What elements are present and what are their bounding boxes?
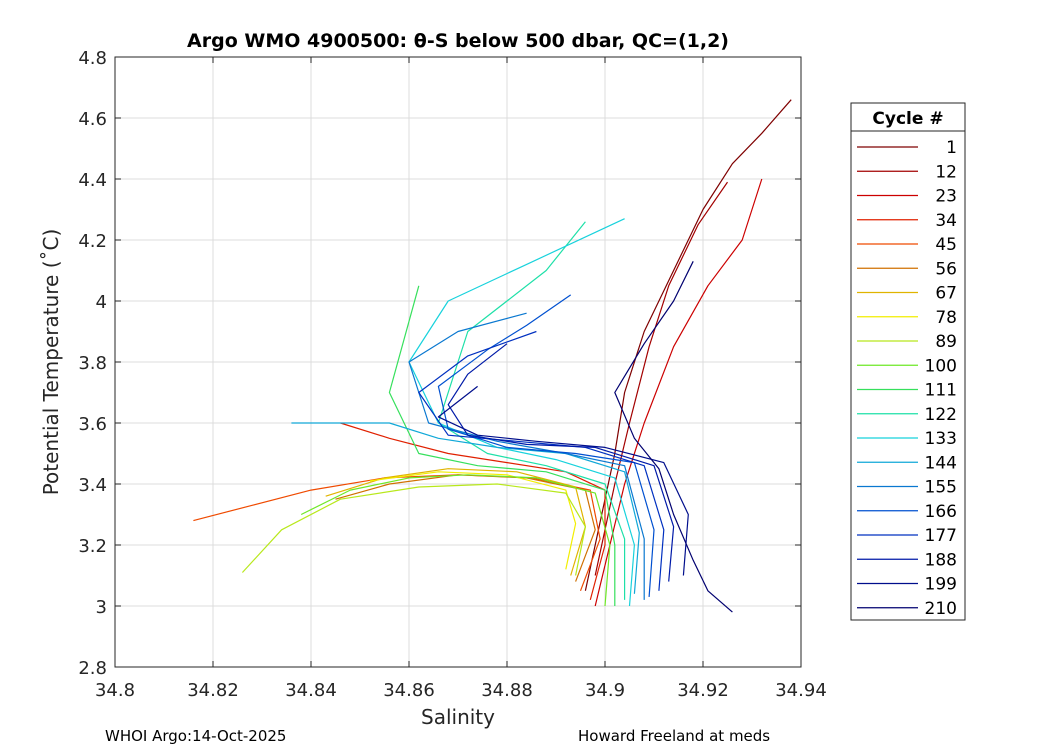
series-line-cycle-144 — [291, 422, 640, 594]
series-line-cycle-100 — [300, 474, 611, 607]
legend-entries: 1 12 23 34 45 56 67 78 89 100 111 122 133 144 155 166 17… — [857, 138, 957, 619]
y-tick-label: 3 — [96, 597, 107, 618]
y-tick-label: 4.6 — [78, 109, 107, 130]
y-tick-label: 3.4 — [78, 475, 107, 496]
y-tick-label: 4 — [96, 292, 107, 313]
series-line-cycle-89 — [241, 483, 587, 576]
legend-label: 67 — [935, 284, 957, 304]
series-line-cycle-177 — [418, 330, 665, 591]
legend-label: 78 — [935, 308, 957, 328]
series-line-cycle-12 — [594, 181, 728, 576]
footer-right: Howard Freeland at meds — [578, 727, 770, 745]
y-tick-label: 3.2 — [78, 536, 107, 557]
x-tick-label: 34.86 — [383, 680, 435, 701]
y-tick-label: 3.8 — [78, 353, 107, 374]
series-line-cycle-199 — [437, 385, 689, 576]
legend-label: 89 — [935, 332, 957, 352]
legend-label: 34 — [935, 211, 957, 231]
legend-label: 111 — [925, 381, 957, 401]
series-line-cycle-78 — [369, 471, 577, 570]
legend-label: 188 — [925, 550, 957, 570]
x-tick-label: 34.92 — [677, 680, 729, 701]
y-tick-label: 4.8 — [78, 48, 107, 69]
series-line-cycle-210 — [614, 261, 733, 613]
x-tick-label: 34.84 — [285, 680, 337, 701]
series-line-cycle-23 — [594, 178, 763, 607]
y-tick-label: 4.4 — [78, 170, 107, 191]
chart-title: Argo WMO 4900500: θ-S below 500 dbar, QC… — [187, 30, 729, 52]
legend-label: 155 — [925, 478, 957, 498]
series-line-cycle-45 — [193, 474, 601, 592]
y-tick-label: 4.2 — [78, 231, 107, 252]
series-line-cycle-111 — [388, 285, 616, 606]
legend-label: 199 — [925, 575, 957, 595]
y-tick-label: 2.8 — [78, 658, 107, 679]
series-line-cycle-56 — [335, 474, 596, 582]
y-tick-label: 3.6 — [78, 414, 107, 435]
series-line-cycle-166 — [437, 294, 655, 597]
x-axis-title: Salinity — [421, 705, 495, 729]
legend-label: 133 — [925, 429, 957, 449]
legend: Cycle # 1 12 23 34 45 56 67 78 89 100 111 122 133 144… — [850, 102, 966, 621]
legend-label: 23 — [935, 187, 957, 207]
legend-label: 210 — [925, 599, 957, 619]
legend-label: 166 — [925, 502, 957, 522]
legend-label: 122 — [925, 405, 957, 425]
y-axis-title: Potential Temperature (˚C) — [39, 229, 63, 496]
series-line-cycle-34 — [340, 422, 606, 601]
x-tick-label: 34.88 — [481, 680, 533, 701]
legend-label: 100 — [925, 356, 957, 376]
legend-label: 56 — [935, 259, 957, 279]
legend-label: 45 — [935, 235, 957, 255]
footer-left: WHOI Argo:14-Oct-2025 — [105, 727, 286, 745]
legend-label: 177 — [925, 526, 957, 546]
x-tick-label: 34.9 — [585, 680, 625, 701]
x-tick-label: 34.94 — [775, 680, 827, 701]
legend-label: 144 — [925, 453, 957, 473]
series-layer — [193, 99, 792, 613]
legend-label: 1 — [946, 138, 957, 158]
tick-layer: 34.8 34.82 34.84 34.86 34.88 34.9 34.92 34.942.… — [78, 48, 826, 701]
legend-box — [850, 102, 966, 621]
legend-label: 12 — [935, 162, 957, 182]
series-line-cycle-122 — [437, 221, 626, 600]
series-line-cycle-188 — [447, 343, 675, 582]
legend-title: Cycle # — [872, 109, 943, 129]
series-line-cycle-155 — [408, 312, 645, 600]
x-tick-label: 34.82 — [187, 680, 239, 701]
x-tick-label: 34.8 — [95, 680, 135, 701]
